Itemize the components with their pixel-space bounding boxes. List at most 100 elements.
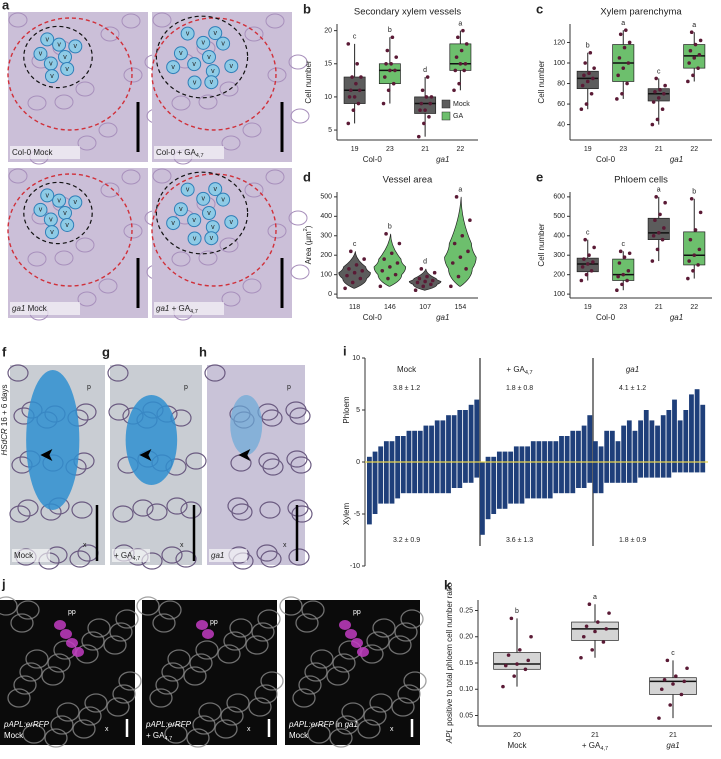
cambium-outline — [7, 173, 133, 287]
data-point — [656, 96, 661, 100]
cell — [75, 81, 95, 97]
phloem-bar — [451, 415, 457, 462]
text-part: 16 + 6 days — [0, 385, 9, 429]
label-bg — [12, 549, 50, 562]
text-part: 4,7 — [190, 309, 198, 315]
xylem-bar — [542, 462, 547, 499]
data-point — [622, 45, 627, 50]
cell — [54, 94, 74, 110]
xylem-bar — [525, 462, 531, 499]
data-point — [651, 233, 656, 238]
data-point — [428, 101, 433, 106]
cell — [244, 182, 264, 198]
xylem-bar — [519, 462, 525, 504]
data-point — [587, 253, 591, 258]
data-point — [458, 255, 463, 259]
xylem-bar — [700, 462, 706, 473]
vessel — [44, 225, 59, 240]
data-point — [620, 282, 624, 287]
data-point — [607, 611, 611, 615]
cell — [219, 81, 239, 97]
cell-wall — [78, 706, 102, 726]
data-point — [656, 231, 661, 235]
cell-wall — [56, 702, 80, 722]
vessel — [33, 46, 48, 61]
data-point — [686, 276, 690, 281]
vessel-marker: v — [186, 30, 190, 37]
arrowhead — [40, 449, 53, 461]
data-point — [625, 278, 629, 283]
data-point — [397, 241, 402, 246]
data-point — [593, 629, 597, 634]
cell-wall — [155, 675, 179, 695]
sample-size: 23 — [619, 304, 627, 311]
data-point — [529, 634, 533, 639]
xylem-bar — [400, 462, 406, 494]
cell-wall — [326, 666, 350, 686]
vessel — [187, 57, 202, 72]
x-category-label: Col-0 — [596, 155, 616, 164]
vessel-marker: v — [193, 235, 197, 242]
xylem-bar — [615, 462, 621, 483]
text-part: APL — [445, 728, 454, 744]
x-category-label: ga1 — [666, 741, 679, 750]
phloem-bar — [474, 399, 480, 462]
data-point — [395, 261, 400, 265]
data-point — [689, 197, 694, 201]
y-tick-label: -5 — [354, 511, 360, 518]
data-point — [688, 237, 693, 242]
x-category-label: Mock — [507, 741, 527, 750]
text-part: ga1 — [436, 313, 449, 322]
data-point — [350, 75, 354, 79]
box — [683, 231, 706, 266]
cell — [121, 13, 141, 29]
cell — [7, 364, 29, 382]
data-point — [454, 55, 459, 59]
significance-letter: c — [671, 650, 675, 657]
data-point — [622, 255, 627, 259]
cell — [121, 169, 141, 185]
cell — [71, 501, 93, 519]
xylem-bar — [496, 462, 502, 509]
cell-wall — [279, 596, 303, 616]
text-part: Mock — [25, 304, 47, 313]
data-point — [509, 616, 514, 621]
vessel — [204, 75, 219, 90]
text-part: Cell number — [537, 223, 546, 266]
pp-mark: pp — [68, 609, 76, 616]
cambium-outline — [7, 17, 133, 131]
vessel — [224, 59, 239, 74]
cell-wall — [229, 618, 253, 638]
significance-letter: c — [353, 241, 357, 248]
cell-wall — [307, 724, 331, 744]
xylem-bar — [683, 462, 689, 473]
vessel-marker: v — [201, 40, 205, 47]
data-point — [618, 249, 623, 254]
phloem-bar — [576, 430, 581, 462]
vessel-marker: v — [39, 51, 43, 58]
phloem-bar — [513, 446, 519, 462]
panel-letter: c — [536, 1, 543, 16]
significance-letter: b — [586, 43, 590, 50]
phloem-bar — [525, 446, 531, 462]
data-point — [523, 667, 528, 672]
cambium-outline — [151, 173, 277, 287]
cell — [132, 499, 154, 517]
data-point — [386, 276, 390, 281]
phloem-bar — [581, 425, 587, 462]
cell — [227, 497, 249, 515]
data-point — [663, 83, 667, 88]
sample-size: 21 — [669, 732, 677, 739]
data-point — [382, 257, 386, 261]
y-axis-label: Phloem — [342, 396, 351, 423]
vessel-marker: v — [207, 54, 211, 61]
sample-size: 22 — [690, 146, 698, 153]
xylem-bar — [395, 462, 401, 499]
panel-letter: a — [2, 0, 10, 12]
phloem-bar — [672, 399, 677, 462]
label-bg — [154, 146, 224, 159]
xylem-bar — [587, 462, 593, 483]
vessel — [224, 215, 239, 230]
cell — [152, 168, 172, 184]
y-tick-label: 400 — [553, 233, 565, 240]
